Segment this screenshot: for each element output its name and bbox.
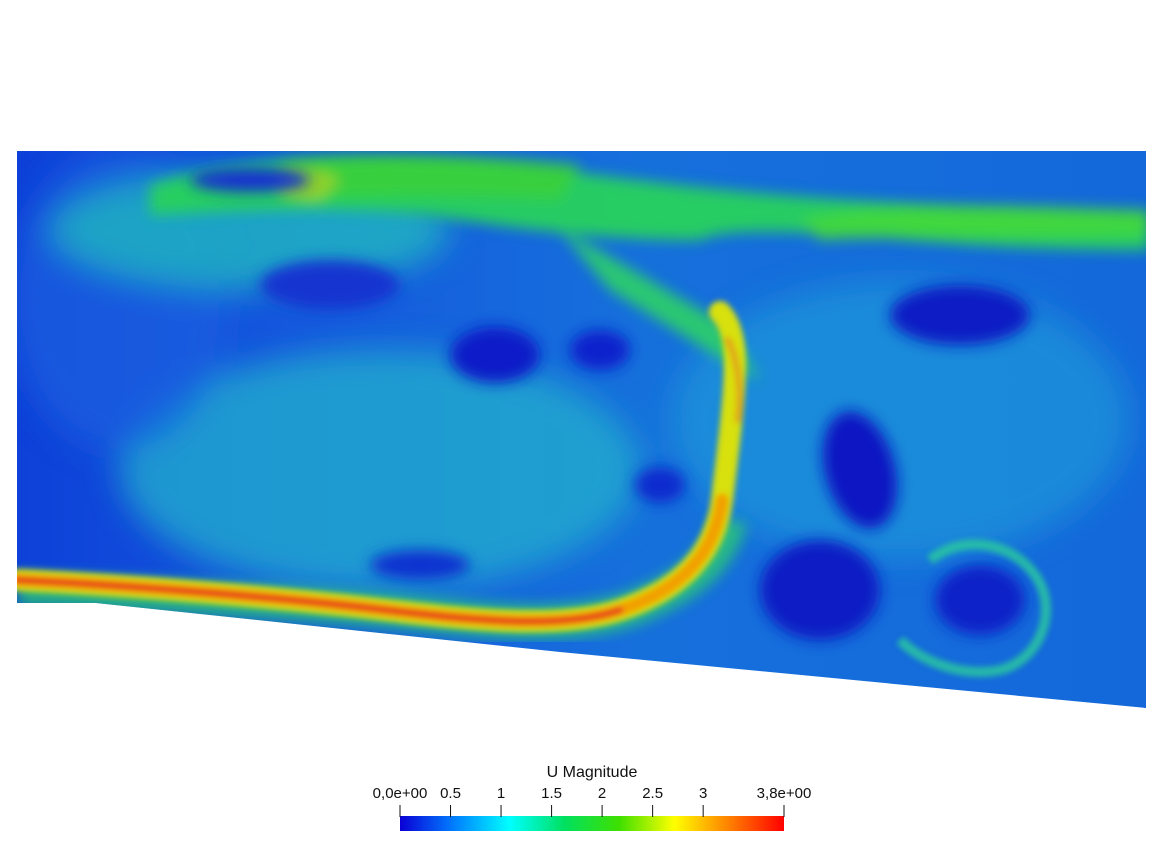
upper-jet-band: [150, 154, 1146, 380]
colorbar-tick-label: 0,0e+00: [372, 785, 428, 802]
colorbar-tick-label: 2: [597, 785, 607, 802]
colorbar-gradient: [400, 816, 784, 831]
colorbar-tick-label: 1.5: [541, 785, 563, 802]
colorbar-tick-label: 0.5: [440, 785, 461, 802]
colorbar-tick-label: 3: [698, 785, 708, 802]
vortex-ring: [896, 539, 1051, 677]
flow-domain: [17, 151, 1146, 708]
colorbar-ticks: [399, 805, 785, 817]
colorbar: [399, 805, 785, 831]
colorbar-title: U Magnitude: [546, 764, 638, 781]
vortex-cores: [190, 168, 1030, 640]
colorbar-tick-label: 2.5: [642, 785, 664, 802]
high-speed-jet: [17, 301, 747, 633]
colorbar-tick-label: 3,8e+00: [756, 785, 812, 802]
colorbar-tick-label: 1: [496, 785, 506, 802]
